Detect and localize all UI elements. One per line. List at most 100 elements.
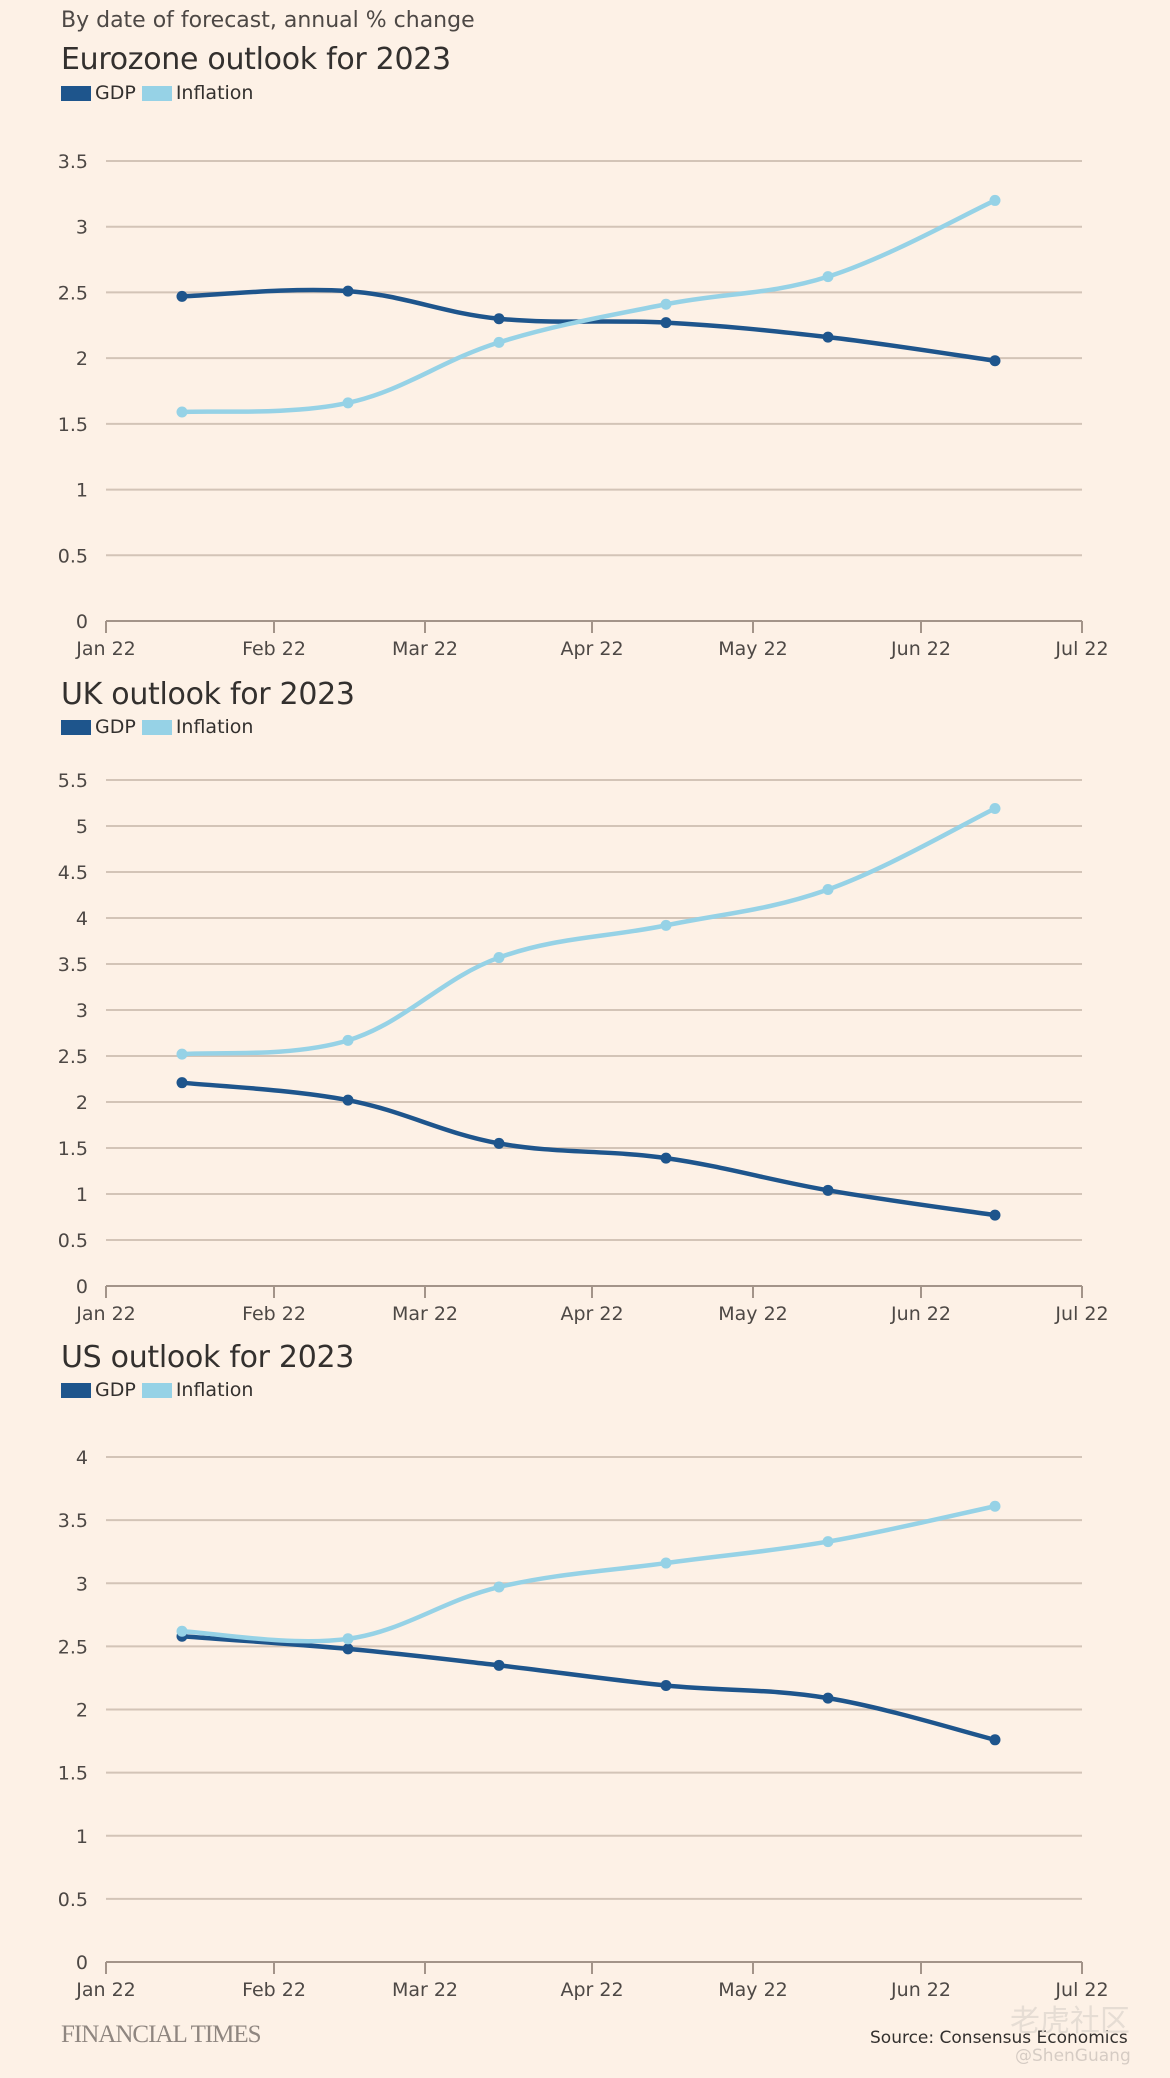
gdp-point (342, 1643, 354, 1655)
y-tick-label: 5 (76, 816, 88, 838)
y-tick-label: 0 (76, 611, 88, 633)
inflation-point (989, 1500, 1001, 1512)
uk-chart-title: UK outlook for 2023 (61, 677, 355, 712)
y-tick-label: 4 (76, 908, 88, 930)
us-legend: GDP Inflation (61, 1379, 259, 1401)
watermark-handle: @ShenGuang (1015, 2046, 1131, 2066)
gdp-point (176, 290, 188, 302)
y-tick-label: 3.5 (58, 151, 88, 173)
gdp-point (493, 1137, 505, 1149)
y-tick-label: 2.5 (58, 282, 88, 304)
y-tick-label: 2 (76, 1700, 88, 1722)
source-note: Source: Consensus Economics (870, 2028, 1128, 2048)
x-tick-label: Jul 22 (1054, 638, 1108, 660)
gdp-series (176, 1630, 1001, 1746)
x-tick-label: Jan 22 (75, 1303, 136, 1325)
y-tick-label: 2 (76, 348, 88, 370)
legend-inflation-label: Inflation (175, 1379, 254, 1401)
x-tick-label: Jun 22 (890, 1979, 951, 2001)
y-tick-label: 0 (76, 1276, 88, 1298)
inflation-point (342, 397, 354, 409)
x-tick-label: Jul 22 (1054, 1979, 1108, 2001)
legend-gdp-swatch (61, 1382, 91, 1398)
x-tick-label: Jan 22 (75, 1979, 136, 2001)
y-tick-label: 0 (76, 1952, 88, 1974)
gdp-point (176, 1077, 188, 1089)
y-tick-label: 2 (76, 1092, 88, 1114)
y-tick-label: 4 (76, 1447, 88, 1469)
legend-inflation-swatch (141, 1382, 172, 1398)
inflation-point (822, 1536, 834, 1548)
inflation-point (176, 406, 188, 418)
legend-inflation-swatch (141, 85, 172, 101)
gdp-point (493, 1659, 505, 1671)
x-tick-label: Jun 22 (890, 1303, 951, 1325)
x-tick-label: Feb 22 (242, 1979, 306, 2001)
gdp-line (179, 1080, 998, 1218)
y-tick-label: 0.5 (58, 1230, 88, 1252)
inflation-point (493, 1581, 505, 1593)
inflation-series (176, 803, 1001, 1060)
eurozone-legend: GDP Inflation (61, 82, 259, 104)
y-tick-label: 1.5 (58, 1138, 88, 1160)
x-tick-label: Jul 22 (1054, 1303, 1108, 1325)
x-tick-label: Apr 22 (560, 638, 623, 660)
gdp-point (989, 1734, 1001, 1746)
y-tick-label: 5.5 (58, 770, 88, 792)
inflation-series (176, 1500, 1001, 1645)
inflation-line (179, 198, 998, 415)
x-tick-label: Mar 22 (392, 1303, 458, 1325)
gdp-point (989, 1209, 1001, 1221)
y-tick-label: 1 (76, 1184, 88, 1206)
gdp-point (822, 331, 834, 343)
eurozone-chart-title: Eurozone outlook for 2023 (61, 42, 451, 77)
inflation-series (176, 194, 1001, 418)
inflation-point (493, 336, 505, 348)
x-tick-label: Jun 22 (890, 638, 951, 660)
chart-subtitle: By date of forecast, annual % change (61, 8, 475, 33)
inflation-line (179, 806, 998, 1057)
x-tick-label: May 22 (718, 1303, 788, 1325)
inflation-point (822, 271, 834, 283)
x-tick-label: Feb 22 (242, 638, 306, 660)
watermark-logo: 老虎社区 (1010, 2004, 1130, 2039)
gdp-point (660, 1152, 672, 1164)
x-tick-label: Mar 22 (392, 638, 458, 660)
legend-gdp-label: GDP (95, 716, 136, 738)
legend-inflation-swatch (141, 719, 172, 735)
y-tick-label: 3.5 (58, 954, 88, 976)
legend-gdp-label: GDP (95, 1379, 136, 1401)
inflation-point (342, 1034, 354, 1046)
x-tick-label: May 22 (718, 638, 788, 660)
y-tick-label: 2.5 (58, 1636, 88, 1658)
gdp-point (660, 317, 672, 329)
gdp-point (822, 1184, 834, 1196)
legend-inflation-label: Inflation (175, 716, 254, 738)
y-tick-label: 1 (76, 480, 88, 502)
x-tick-label: Feb 22 (242, 1303, 306, 1325)
inflation-point (989, 803, 1001, 815)
y-tick-label: 1.5 (58, 1763, 88, 1785)
legend-gdp-label: GDP (95, 82, 136, 104)
inflation-point (660, 1557, 672, 1569)
gdp-series (176, 1077, 1001, 1221)
legend-gdp-swatch (61, 719, 91, 735)
x-tick-label: May 22 (718, 1979, 788, 2001)
inflation-point (342, 1633, 354, 1645)
gdp-point (342, 285, 354, 297)
inflation-point (989, 194, 1001, 206)
inflation-line (179, 1503, 998, 1644)
legend-inflation-label: Inflation (175, 82, 254, 104)
y-tick-label: 1.5 (58, 414, 88, 436)
ft-brand-logo: FINANCIAL TIMES (61, 2021, 262, 2048)
inflation-point (660, 919, 672, 931)
y-tick-label: 0.5 (58, 545, 88, 567)
x-tick-label: Mar 22 (392, 1979, 458, 2001)
uk-legend: GDP Inflation (61, 716, 259, 738)
y-tick-label: 1 (76, 1826, 88, 1848)
inflation-point (176, 1048, 188, 1060)
y-tick-label: 3 (76, 1573, 88, 1595)
